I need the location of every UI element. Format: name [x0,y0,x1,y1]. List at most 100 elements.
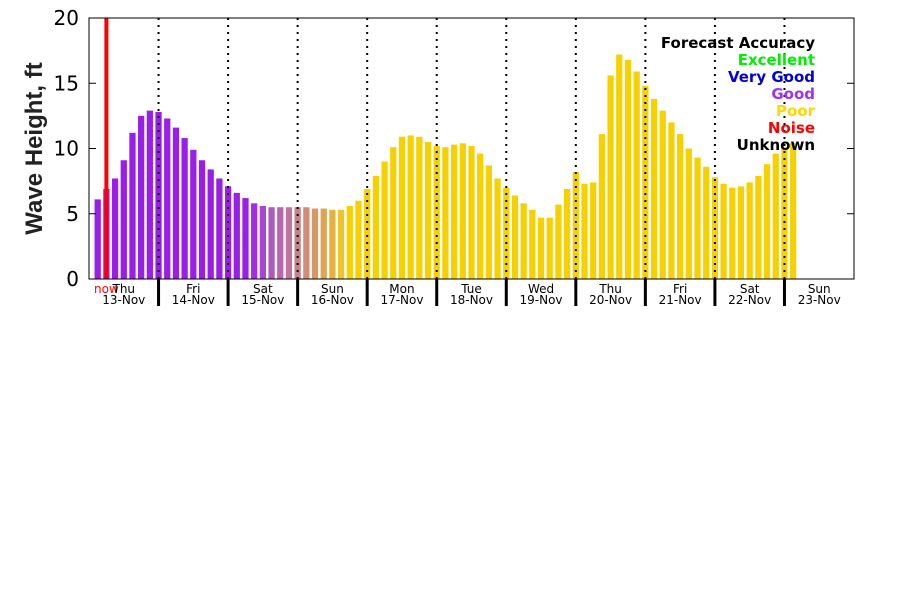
wave-bar [633,71,640,279]
wave-bar [763,164,771,279]
wave-bar [138,115,145,280]
wave-bar [564,188,571,279]
wave-bar [737,186,745,279]
legend-item: Good [771,85,815,103]
wave-bar [346,205,353,279]
wave-bar [450,144,458,279]
wave-bar [616,54,623,279]
wave-bar [311,208,319,279]
x-date-label: 14-Nov [172,293,215,307]
now-marker: now [94,18,119,296]
x-date-label: 21-Nov [659,293,702,307]
y-tick-label: 10 [54,137,79,161]
wave-bar [172,127,180,280]
x-date-label: 17-Nov [380,293,423,307]
x-day-label: Sat [740,282,760,296]
x-date-label: 22-Nov [728,293,771,307]
wave-bar [607,75,614,279]
x-day-label: Wed [528,282,554,296]
x-day-label: Fri [186,282,200,296]
wave-bar [537,217,545,279]
x-date-label: 18-Nov [450,293,493,307]
wave-bar [416,136,423,279]
x-day-label: Sat [253,282,273,296]
wave-bar [268,207,275,279]
wave-bar [546,217,553,279]
day-separator-group [157,18,786,306]
x-day-label: Sun [321,282,344,296]
wave-bar [624,59,632,280]
wave-bar [511,195,519,279]
x-day-label: Fri [673,282,687,296]
legend-item: Very Good [728,68,815,86]
wave-bar [503,187,510,279]
wave-bar [329,209,336,279]
wave-bar [642,85,649,279]
wave-bar [659,110,666,279]
wave-bar [555,204,562,279]
wave-bar [520,203,527,279]
wave-bar [494,178,501,279]
wave-bar [572,171,579,279]
wave-bar [398,136,406,279]
wave-bar [729,187,736,279]
wave-bar [364,188,371,279]
wave-bar [668,122,675,280]
wave-bar [120,160,127,279]
wave-bar [720,183,727,279]
wave-bar [390,147,397,279]
wave-bar [581,183,588,279]
wave-bar [207,169,214,279]
x-date-label: 13-Nov [102,293,145,307]
y-axis-ticks: 0 5 10 15 20 [54,6,854,291]
wave-bar [598,134,606,279]
wave-bar [424,141,432,279]
wave-bar [407,135,414,279]
wave-bar [233,192,240,279]
wave-bar [164,118,171,280]
wave-bar [285,207,293,279]
bar-group [94,54,797,280]
wave-bar [468,145,475,279]
wave-bar [477,153,484,279]
wave-bar [677,134,684,279]
legend-item: Noise [768,119,815,137]
legend-title: Forecast Accuracy [661,34,815,52]
wave-bar [755,175,762,279]
wave-bar [746,182,753,279]
x-date-label: 23-Nov [798,293,841,307]
wave-bar [590,182,597,279]
legend-item: Excellent [738,51,815,69]
wave-bar [242,198,249,279]
x-date-label: 19-Nov [520,293,563,307]
wave-bar [190,149,197,279]
wave-bar [155,111,162,280]
wave-bar [485,165,493,279]
wave-bar [181,138,188,279]
x-date-label: 16-Nov [311,293,354,307]
wave-bar [355,200,362,279]
wave-bar [198,160,206,279]
now-label: now [94,282,119,296]
legend-item: Unknown [737,136,815,154]
wave-bar [277,207,284,279]
wave-bar [650,98,658,279]
x-day-label: Tue [460,282,482,296]
wave-bar [216,178,223,279]
wave-bar [129,132,136,279]
wave-bar [372,175,380,279]
wave-bar [94,199,101,279]
y-axis-label: Wave Height, ft [21,62,48,234]
x-axis-labels: Thu13-NovFri14-NovSat15-NovSun16-NovMon1… [102,282,840,307]
y-tick-label: 20 [54,6,79,30]
wave-bar [694,157,701,279]
x-date-label: 20-Nov [589,293,632,307]
x-day-label: Sun [808,282,831,296]
wave-bar [529,209,536,279]
x-day-label: Thu [111,282,135,296]
x-day-label: Mon [389,282,414,296]
wave-bar [442,147,449,279]
wave-bar [337,209,345,279]
